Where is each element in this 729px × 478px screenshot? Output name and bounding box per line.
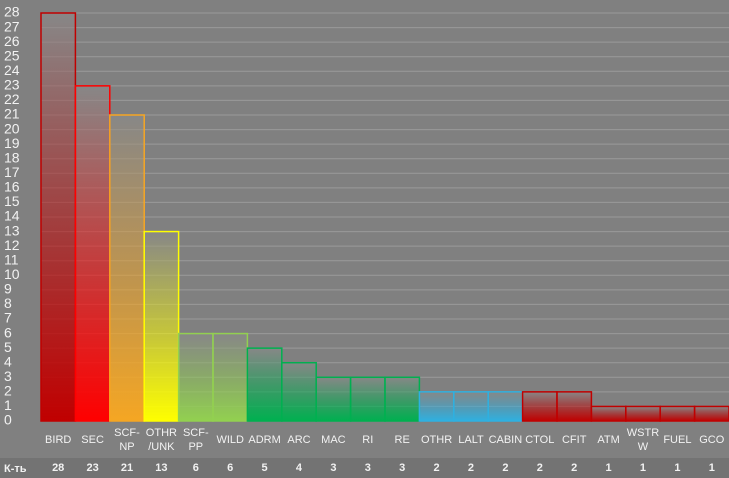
y-tick-label: 24 (4, 62, 20, 78)
y-tick-label: 26 (4, 33, 20, 49)
x-tick-label: SEC (81, 434, 104, 446)
y-tick-label: 28 (4, 4, 20, 20)
y-tick-label: 6 (4, 324, 12, 340)
bar (453, 391, 489, 422)
y-tick-label: 21 (4, 106, 20, 122)
x-tick-label: CFIT (561, 434, 587, 446)
count-label: 4 (295, 462, 303, 474)
x-tick-label: OTHR /UNK (145, 427, 177, 453)
y-tick-label: 15 (4, 193, 20, 209)
bar (40, 12, 77, 422)
bar (659, 405, 696, 422)
x-tick-label: ARC (287, 434, 311, 446)
count-label: 2 (536, 462, 543, 474)
y-tick-label: 22 (4, 91, 20, 107)
y-tick-label: 9 (4, 281, 12, 297)
bar (143, 230, 180, 422)
x-tick-label: ATM (597, 434, 620, 446)
x-tick-label: ADRM (248, 434, 281, 446)
count-label: 2 (433, 462, 440, 474)
y-tick-label: 11 (4, 251, 19, 267)
y-tick-label: 12 (4, 237, 20, 253)
y-tick-label: 25 (4, 47, 20, 63)
count-label: 3 (364, 462, 371, 474)
count-label: 6 (227, 462, 234, 474)
x-tick-label: FUEL (663, 434, 692, 446)
count-label: 1 (708, 462, 715, 474)
bar (281, 361, 317, 422)
bar (177, 332, 214, 422)
y-tick-label: 8 (4, 295, 12, 311)
x-tick-label: CTOL (525, 434, 555, 446)
bar (246, 347, 283, 422)
y-tick-label: 14 (4, 208, 20, 224)
x-tick-label: MAC (321, 434, 346, 446)
count-label: 21 (120, 462, 134, 474)
y-tick-label: 20 (4, 120, 20, 136)
bar (521, 391, 558, 422)
count-label: 23 (86, 462, 99, 474)
x-tick-label: SCF- PP (182, 427, 209, 453)
x-tick-label: GCO (699, 434, 725, 446)
count-label: 2 (467, 462, 475, 474)
bar (212, 332, 249, 422)
x-tick-label: OTHR (421, 434, 453, 446)
x-tick-label: SCF- NP (114, 427, 140, 453)
y-tick-label: 3 (4, 368, 12, 384)
x-tick-label: RI (362, 434, 374, 446)
bar (384, 376, 421, 422)
y-tick-label: 1 (4, 397, 12, 413)
x-tick-label: RE (394, 434, 410, 446)
bar (625, 405, 661, 422)
x-tick-label: WILD (216, 434, 244, 446)
y-tick-label: 13 (4, 222, 20, 238)
bar (349, 376, 386, 422)
count-label: 5 (261, 462, 268, 474)
count-label: 28 (52, 462, 65, 474)
y-tick-label: 23 (4, 77, 20, 93)
y-tick-label: 2 (4, 383, 12, 399)
bar (693, 405, 729, 422)
y-tick-label: 0 (4, 412, 12, 428)
count-label: 13 (155, 462, 168, 474)
bar (590, 405, 627, 422)
count-label: 1 (605, 462, 612, 474)
bar (487, 391, 524, 422)
row-label: К-ть (4, 463, 27, 475)
y-tick-label: 16 (4, 179, 20, 195)
count-label: 3 (399, 462, 406, 474)
y-tick-label: 4 (4, 353, 12, 369)
x-tick-label: BIRD (45, 434, 72, 446)
bar (109, 114, 145, 422)
y-tick-label: 17 (4, 164, 20, 180)
count-label: 2 (502, 462, 509, 474)
y-tick-label: 18 (4, 149, 20, 165)
bar (74, 85, 111, 422)
count-label: 6 (192, 462, 199, 474)
y-tick-label: 7 (4, 310, 12, 326)
bar (315, 376, 352, 422)
count-label: 3 (330, 462, 337, 474)
x-tick-label: LALT (458, 434, 484, 446)
bar (556, 391, 593, 422)
count-label: 2 (571, 462, 578, 474)
y-tick-label: 19 (4, 135, 20, 151)
y-tick-label: 27 (4, 18, 20, 34)
x-tick-label: WSTR W (626, 427, 660, 453)
count-label: 1 (639, 462, 647, 474)
y-tick-label: 10 (4, 266, 20, 282)
y-tick-label: 5 (4, 339, 12, 355)
bar (418, 391, 455, 422)
count-row-bg (0, 458, 729, 478)
count-label: 1 (674, 462, 681, 474)
x-tick-label: CABIN (488, 434, 523, 446)
